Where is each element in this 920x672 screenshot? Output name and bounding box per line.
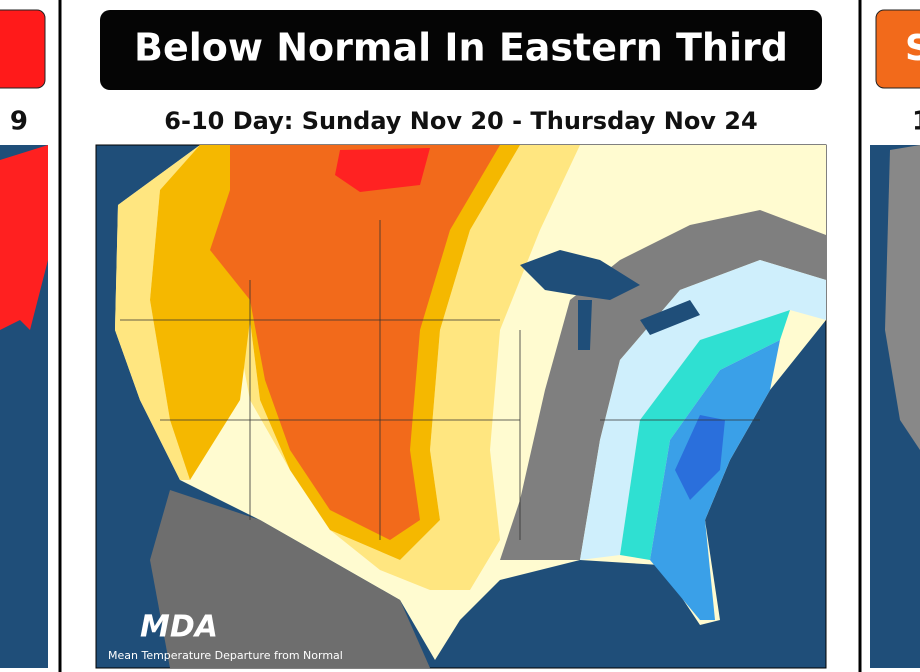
blue-band <box>650 340 780 620</box>
great-lakes <box>640 300 700 335</box>
great-lakes <box>578 300 592 350</box>
center-panel: Below Normal In Eastern Third 6-10 Day: … <box>95 10 827 669</box>
left-date: 9 <box>10 107 28 137</box>
right-date: 1 <box>912 107 920 137</box>
title-box <box>100 10 822 90</box>
left-panel[interactable]: 9 <box>0 9 48 668</box>
darkblue-area <box>675 415 725 500</box>
left-title-box <box>0 9 46 89</box>
logo: MDA <box>140 610 218 645</box>
red-area <box>335 148 430 192</box>
gray-band <box>500 210 826 560</box>
right-panel[interactable]: S 1 <box>870 9 920 668</box>
right-map-region <box>885 145 920 450</box>
subtitle: 6-10 Day: Sunday Nov 20 - Thursday Nov 2… <box>164 107 757 135</box>
yellow-band <box>115 145 580 590</box>
great-lakes <box>520 250 640 300</box>
mexico <box>150 490 430 668</box>
caption: Mean Temperature Departure from Normal <box>108 649 343 662</box>
lightblue-band <box>580 260 826 560</box>
right-title: S <box>905 28 920 69</box>
map: MDA Mean Temperature Departure from Norm… <box>95 144 827 669</box>
title: Below Normal In Eastern Third <box>134 26 788 70</box>
right-title-box <box>875 9 920 89</box>
orange-band <box>210 145 500 540</box>
borders <box>120 220 760 540</box>
cyan-band <box>620 310 790 560</box>
left-map-region <box>0 145 48 330</box>
